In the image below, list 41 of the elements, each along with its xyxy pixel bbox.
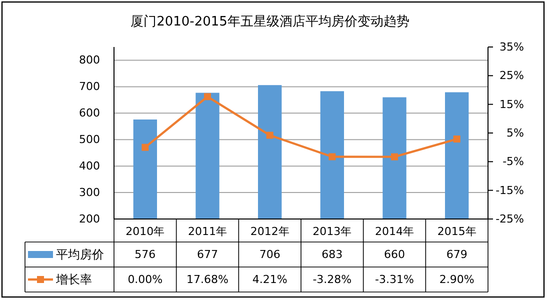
x-tick-label: 2015年 <box>437 225 476 238</box>
data-label: 660 <box>384 248 405 261</box>
x-tick-label: 2013年 <box>312 225 352 238</box>
y2-tick-label: 15% <box>500 98 524 111</box>
y-tick-label: 200 <box>79 212 100 226</box>
point <box>142 144 149 151</box>
chart-title: 厦门2010-2015年五星级酒店平均房价变动趋势 <box>130 14 410 30</box>
legend-label: 平均房价 <box>56 248 104 262</box>
data-label: 576 <box>134 248 156 261</box>
data-label: 679 <box>446 248 468 261</box>
y-tick-label: 700 <box>79 80 100 94</box>
x-tick-label: 2014年 <box>375 225 414 238</box>
data-label: -3.31% <box>375 273 414 286</box>
y-tick-label: 600 <box>79 106 100 120</box>
x-tick-label: 2011年 <box>188 225 227 238</box>
y-tick-label: 500 <box>79 133 100 146</box>
x-tick-label: 2010年 <box>126 225 165 238</box>
data-label: 0.00% <box>128 273 163 286</box>
y-tick-label: 300 <box>79 186 100 200</box>
point <box>391 153 398 160</box>
y2-tick-label: -25% <box>496 212 524 226</box>
legend-label: 增长率 <box>55 272 92 286</box>
data-label: 683 <box>322 248 343 261</box>
data-label: 706 <box>259 248 280 261</box>
data-label: -3.28% <box>312 273 352 286</box>
y2-tick-label: 5% <box>506 126 524 140</box>
y2-tick-label: 25% <box>500 69 524 82</box>
point <box>453 136 460 143</box>
y-tick-label: 400 <box>79 160 100 173</box>
y2-tick-label: 35% <box>500 40 524 54</box>
point <box>266 132 274 139</box>
x-tick-label: 2012年 <box>250 225 290 238</box>
data-label: 17.68% <box>186 273 228 286</box>
y2-tick-label: -15% <box>496 184 524 197</box>
data-label: 677 <box>197 248 218 261</box>
point <box>328 153 336 160</box>
data-label: 4.21% <box>252 273 288 286</box>
y-tick-label: 800 <box>79 54 100 67</box>
data-label: 2.90% <box>439 273 474 286</box>
y2-tick-label: -5% <box>502 155 524 168</box>
point <box>204 93 211 100</box>
